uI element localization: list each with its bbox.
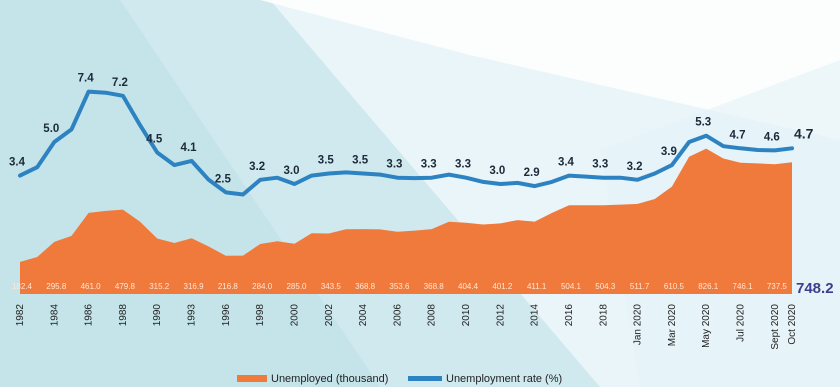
unemployment-rate-series: [18, 89, 794, 197]
unemployed-data-label: 353.6: [389, 282, 410, 291]
x-axis: 1982 1984 1986 1988 1990 1993 1996 1998 2000 2002…: [15, 304, 798, 350]
rate-data-label: 5.3: [695, 117, 711, 129]
x-tick-label: Oct 2020: [787, 304, 798, 345]
x-tick-label: 1998: [255, 304, 266, 327]
rate-data-label: 4.7: [730, 129, 746, 141]
unemployed-data-label: 748.2: [796, 280, 834, 297]
rate-data-label: 4.1: [181, 142, 198, 154]
unemployed-data-label: 737.5: [767, 282, 788, 291]
unemployed-area-series: [20, 148, 792, 294]
rate-data-label: 3.2: [627, 161, 643, 173]
x-tick-label: Jan 2020: [633, 304, 644, 346]
unemployed-data-label: 411.1: [527, 282, 547, 291]
unemployed-data-label: 216.8: [218, 282, 239, 291]
rate-data-label: 3.0: [283, 165, 299, 177]
rate-data-label: 3.3: [455, 159, 471, 171]
legend-label-rate: Unemployment rate (%): [446, 373, 562, 385]
x-tick-label: 1984: [49, 304, 60, 327]
unemployed-data-label: 315.2: [149, 282, 170, 291]
x-tick-label: 1990: [152, 304, 163, 327]
x-tick-label: 2016: [564, 304, 575, 327]
unemployment-rate-line: [18, 89, 794, 197]
unemployed-data-label: 343.5: [321, 282, 342, 291]
x-tick-label: 2008: [427, 304, 438, 327]
x-tick-label: 1988: [118, 304, 129, 327]
x-tick-label: 2006: [392, 304, 403, 327]
unemployed-data-label: 746.1: [733, 282, 754, 291]
unemployed-data-label: 479.8: [115, 282, 136, 291]
x-tick-label: 2014: [530, 304, 541, 327]
unemployed-data-label: 285.0: [286, 282, 307, 291]
unemployed-data-label: 284.0: [252, 282, 273, 291]
x-tick-label: 1996: [221, 304, 232, 327]
rate-data-label: 5.0: [43, 123, 59, 135]
rate-data-label: 2.9: [524, 167, 540, 179]
data-labels: 3.4 182.4 5.0 295.8 7.4 461.0 7.2 479.8 4.5 315.2…: [9, 73, 834, 297]
x-tick-label: Sept 2020: [770, 304, 781, 350]
x-tick-label: 2004: [358, 304, 369, 327]
legend-label-unemployed: Unemployed (thousand): [271, 373, 388, 385]
x-tick-label: May 2020: [701, 304, 712, 348]
legend: Unemployed (thousand) Unemployment rate …: [237, 373, 562, 385]
unemployed-area: [20, 148, 792, 294]
rate-data-label: 3.3: [421, 159, 437, 171]
unemployed-data-label: 610.5: [664, 282, 685, 291]
unemployed-data-label: 404.4: [458, 282, 479, 291]
x-tick-label: Jul 2020: [736, 304, 747, 342]
rate-data-label: 3.5: [318, 155, 335, 167]
rate-data-label: 4.5: [146, 134, 163, 146]
unemployed-data-label: 826.1: [698, 282, 719, 291]
rate-data-label: 3.3: [592, 159, 608, 171]
x-tick-label: 1986: [84, 304, 95, 327]
rate-data-label: 7.2: [112, 77, 128, 89]
legend-swatch-unemployed: [237, 375, 267, 382]
x-tick-label: Mar 2020: [667, 304, 678, 347]
unemployed-data-label: 504.1: [561, 282, 582, 291]
rate-data-label: 3.5: [352, 155, 369, 167]
unemployed-data-label: 504.3: [595, 282, 616, 291]
x-tick-label: 2000: [290, 304, 301, 327]
rate-data-label: 3.0: [489, 165, 505, 177]
unemployed-data-label: 401.2: [492, 282, 513, 291]
rate-data-label: 3.3: [386, 159, 402, 171]
unemployed-data-label: 295.8: [46, 282, 67, 291]
legend-swatch-rate: [408, 376, 442, 381]
rate-data-label: 4.6: [764, 131, 780, 143]
rate-data-label: 2.5: [215, 173, 232, 185]
rate-data-label: 3.4: [558, 157, 575, 169]
rate-data-label: 3.9: [661, 146, 677, 158]
x-tick-label: 1993: [187, 304, 198, 327]
rate-data-label: 3.2: [249, 161, 265, 173]
x-tick-label: 1982: [15, 304, 26, 327]
unemployed-data-label: 368.8: [424, 282, 445, 291]
unemployed-data-label: 316.9: [184, 282, 205, 291]
rate-data-label: 4.7: [794, 125, 814, 141]
rate-data-label: 3.4: [9, 157, 26, 169]
x-tick-label: 2010: [461, 304, 472, 327]
unemployed-data-label: 511.7: [630, 282, 650, 291]
rate-data-label: 7.4: [78, 73, 95, 85]
unemployed-data-label: 368.8: [355, 282, 376, 291]
x-tick-label: 2002: [324, 304, 335, 327]
x-tick-label: 2018: [598, 304, 609, 327]
x-tick-label: 2012: [495, 304, 506, 327]
unemployed-data-label: 461.0: [81, 282, 102, 291]
unemployed-data-label: 182.4: [12, 282, 33, 291]
